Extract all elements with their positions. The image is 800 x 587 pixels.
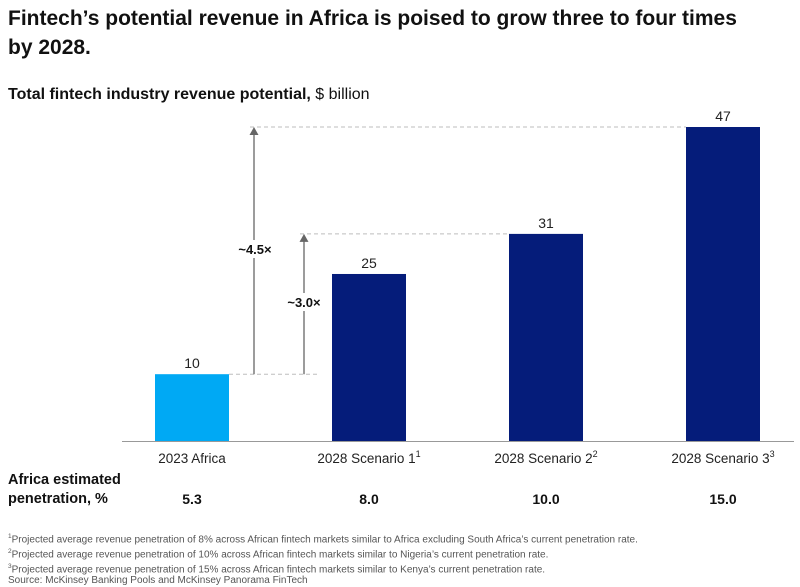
chart-subtitle-main: Total fintech industry revenue potential… [8,86,311,103]
multiplier-4-5x-label: ~4.5× [238,242,272,257]
chart-subtitle: Total fintech industry revenue potential… [8,86,370,104]
footnote-1-mark: 1 [8,533,12,540]
penetration-value-2: 8.0 [359,491,379,507]
category-superscript-3: 2 [593,449,598,459]
penetration-label: Africa estimated penetration, % [8,471,121,509]
footnote-3-text: Projected average revenue penetration of… [11,563,546,575]
bar-3 [509,233,583,441]
multiplier-4-5x-bg [232,240,278,258]
chart-title-line-1: Fintech’s potential revenue in Africa is… [8,7,737,30]
bar-value-label-2: 25 [361,255,377,271]
footnote-3: 3Projected average revenue penetration o… [8,561,638,576]
bar-value-label-4: 47 [715,108,731,124]
multiplier-3-0x-label: ~3.0× [287,295,321,310]
category-label-3: 2028 Scenario 22 [494,449,597,466]
penetration-value-4: 15.0 [709,491,736,507]
footnote-2-text: Projected average revenue penetration of… [11,549,549,561]
chart-title-line-2: by 2028. [8,36,91,59]
source-note: Source: McKinsey Banking Pools and McKin… [8,575,308,587]
footnote-1-text: Projected average revenue penetration of… [11,534,638,546]
footnotes: 1Projected average revenue penetration o… [8,531,638,587]
penetration-value-1: 5.3 [182,491,202,507]
bar-value-label-3: 31 [538,215,554,231]
bar-value-label-1: 10 [184,355,200,371]
footnote-2: 2Projected average revenue penetration o… [8,546,638,561]
bar-1 [155,374,229,441]
penetration-label-line-1: Africa estimated [8,472,121,488]
chart-title: Fintech’s potential revenue in Africa is… [8,4,788,62]
chart-subtitle-unit: $ billion [310,86,370,103]
category-label-1: 2023 Africa [158,451,226,466]
arrow-4-5x-head [249,127,259,135]
bar-4 [686,127,760,441]
category-superscript-4: 3 [770,449,775,459]
arrow-3-0x-head [299,233,309,242]
bar-2 [332,273,406,441]
footnote-1: 1Projected average revenue penetration o… [8,531,638,546]
footnote-3-mark: 3 [8,562,12,570]
footnote-2-mark: 2 [8,547,12,555]
category-superscript-2: 1 [416,449,421,459]
category-label-2: 2028 Scenario 11 [317,449,420,466]
penetration-value-3: 10.0 [532,491,559,507]
multiplier-3-0x-bg [281,293,327,311]
category-label-4: 2028 Scenario 33 [671,449,774,466]
penetration-label-line-2: penetration, % [8,491,108,507]
